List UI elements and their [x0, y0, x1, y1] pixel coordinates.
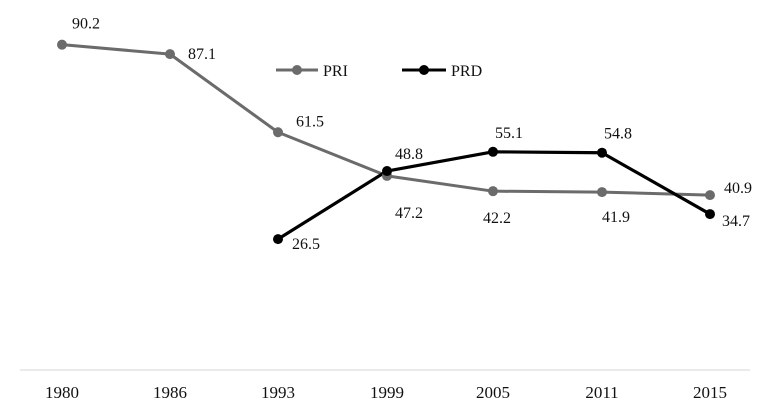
x-tick-label: 2005 [476, 383, 510, 400]
data-label-pri: 41.9 [602, 209, 630, 226]
data-point-prd [382, 166, 392, 177]
data-label-prd: 26.5 [292, 236, 320, 253]
data-label-pri: 47.2 [395, 205, 423, 222]
data-label-pri: 61.5 [296, 113, 324, 130]
data-point-pri [705, 190, 715, 201]
data-point-pri [597, 187, 607, 198]
data-label-prd: 54.8 [604, 126, 632, 143]
data-label-prd: 34.7 [722, 213, 750, 230]
data-point-prd [597, 147, 607, 158]
data-point-pri [488, 186, 498, 197]
data-point-pri [273, 127, 283, 138]
x-tick-label: 1993 [261, 383, 295, 400]
legend-marker-pri [292, 65, 302, 75]
legend-label-prd: PRD [451, 63, 482, 80]
data-label-prd: 55.1 [495, 125, 523, 142]
x-tick-label: 1986 [153, 383, 187, 400]
legend-marker-prd [419, 65, 429, 75]
data-point-prd [273, 234, 283, 245]
x-tick-label: 1980 [45, 383, 79, 400]
data-point-prd [488, 146, 498, 157]
x-tick-label: 2015 [693, 383, 727, 400]
data-label-pri: 90.2 [72, 16, 100, 33]
data-label-pri: 42.2 [483, 210, 511, 227]
data-point-pri [165, 49, 175, 60]
legend-label-pri: PRI [323, 63, 348, 80]
data-point-pri [57, 39, 67, 50]
data-label-pri: 87.1 [188, 46, 216, 63]
data-label-prd: 48.8 [395, 146, 423, 163]
data-label-pri: 40.9 [724, 180, 752, 197]
data-point-prd [705, 209, 715, 220]
x-tick-label: 1999 [370, 383, 404, 400]
x-tick-label: 2011 [585, 383, 618, 400]
